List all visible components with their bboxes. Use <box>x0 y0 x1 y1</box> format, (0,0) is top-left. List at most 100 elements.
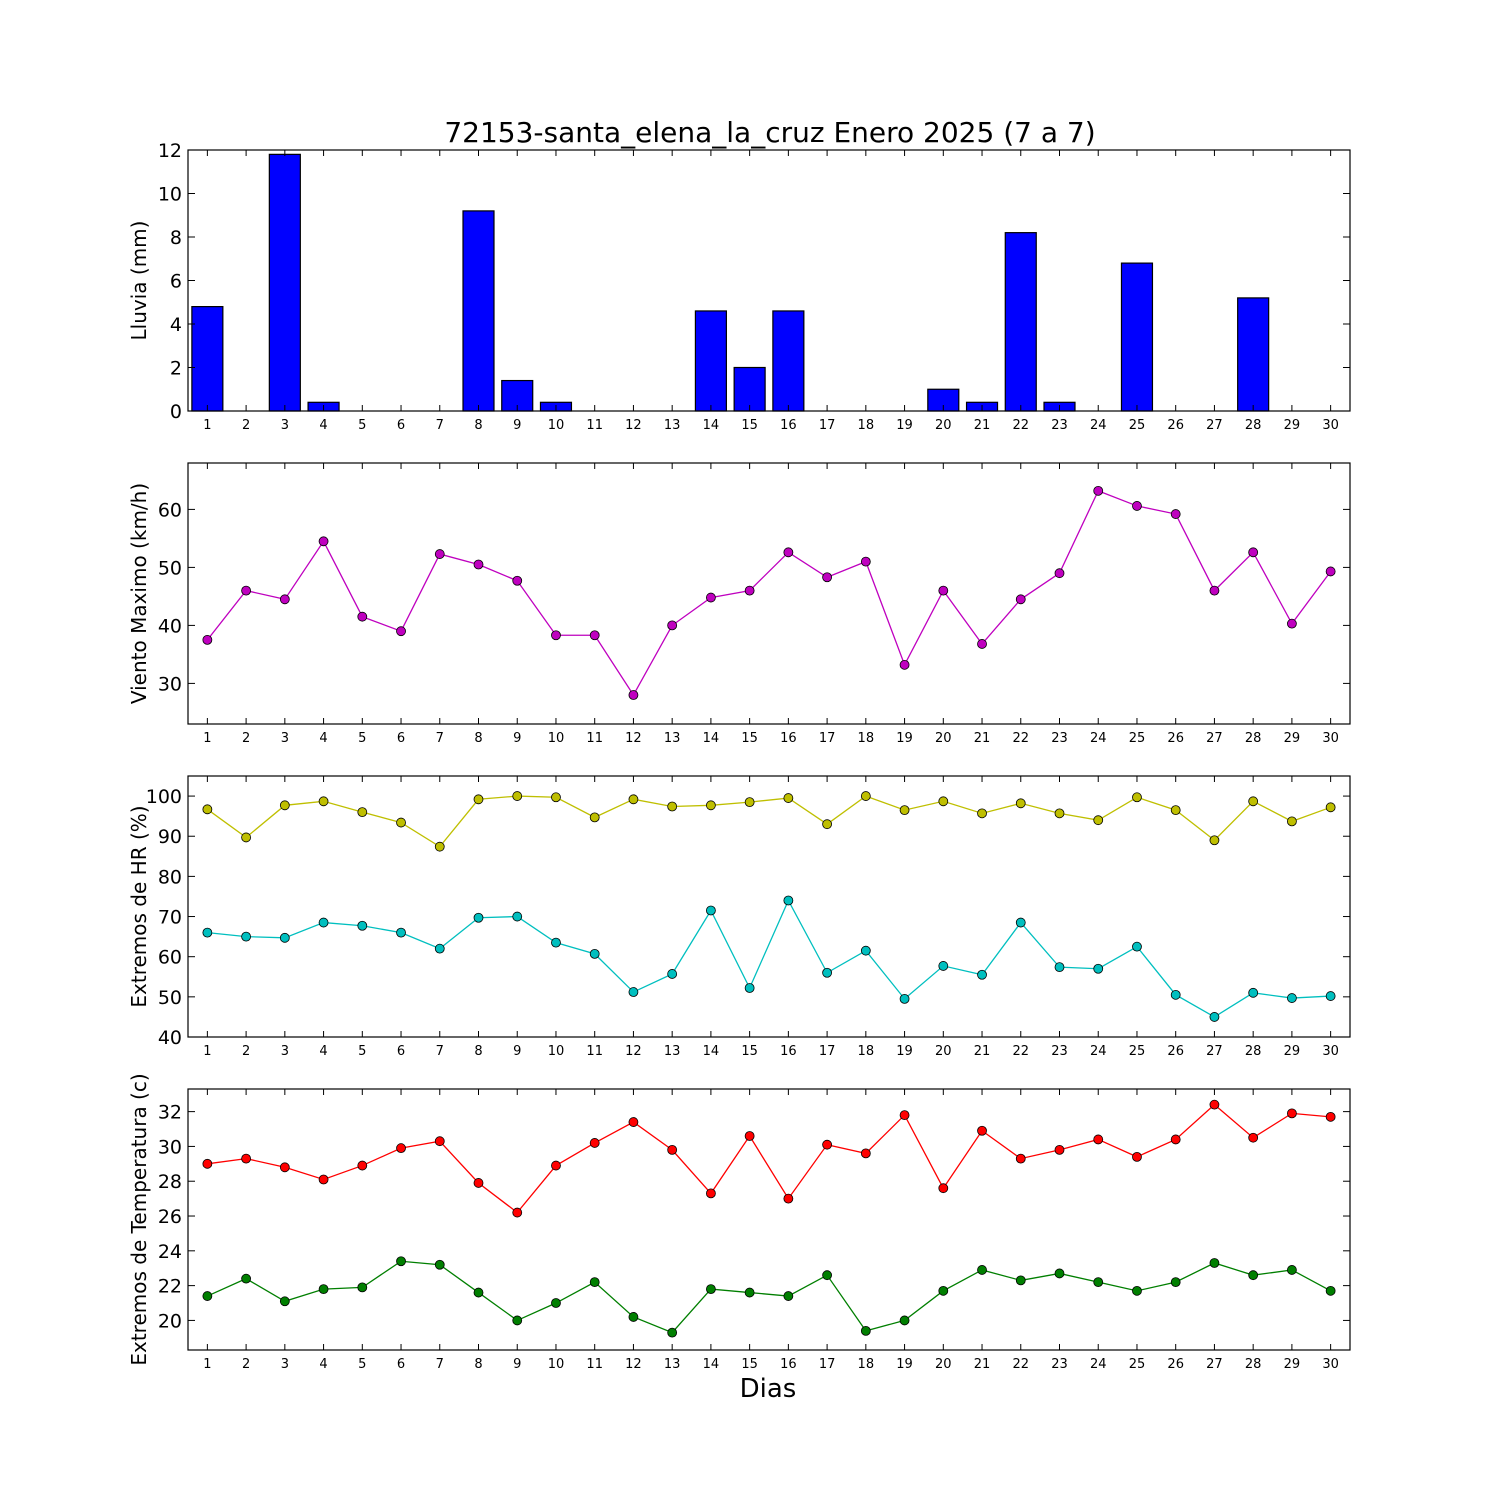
x-tick-label: 26 <box>1167 1044 1184 1059</box>
point-s1-day-25 <box>1132 1151 1142 1162</box>
x-tick-label: 6 <box>397 418 405 433</box>
x-tick-label: 6 <box>397 731 405 746</box>
x-tick-label: 15 <box>741 731 758 746</box>
x-tick-label: 2 <box>242 1044 250 1059</box>
point-s1-day-10 <box>551 630 561 641</box>
point-s2-day-16 <box>783 895 794 906</box>
x-tick-label: 7 <box>436 1044 444 1059</box>
x-tick-label: 18 <box>858 731 875 746</box>
point-s2-day-2 <box>241 1273 252 1284</box>
x-tick-label: 2 <box>242 731 250 746</box>
x-tick-label: 7 <box>436 418 444 433</box>
point-s1-day-23 <box>1054 1145 1065 1155</box>
x-tick-label: 15 <box>741 418 758 433</box>
x-tick-label: 10 <box>548 1357 565 1372</box>
x-tick-label: 27 <box>1206 1357 1223 1372</box>
x-tick-label: 8 <box>474 1357 482 1372</box>
x-tick-label: 17 <box>819 1357 836 1372</box>
point-s2-day-30 <box>1325 991 1336 1001</box>
x-tick-label: 6 <box>397 1357 405 1372</box>
point-s1-day-30 <box>1325 802 1336 813</box>
point-s2-day-14 <box>706 905 716 916</box>
x-tick-label: 23 <box>1051 731 1068 746</box>
point-s1-day-25 <box>1132 792 1142 803</box>
x-tick-label: 1 <box>203 1044 211 1059</box>
x-tick-label: 26 <box>1167 1357 1184 1372</box>
y-tick-label: 0 <box>170 401 182 423</box>
point-s1-day-25 <box>1132 501 1142 511</box>
series-line-1 <box>206 490 1332 697</box>
point-s1-day-9 <box>512 575 523 586</box>
point-s1-day-16 <box>783 1193 794 1204</box>
x-tick-label: 11 <box>586 418 603 433</box>
x-tick-label: 14 <box>703 418 720 433</box>
point-s1-day-27 <box>1209 835 1220 846</box>
x-tick-label: 2 <box>242 418 250 433</box>
x-tick-label: 22 <box>1012 731 1029 746</box>
x-tick-label: 30 <box>1322 418 1339 433</box>
point-s1-day-2 <box>241 832 252 843</box>
x-tick-label: 8 <box>474 731 482 746</box>
point-s2-day-5 <box>357 920 368 931</box>
point-s1-day-4 <box>318 536 329 547</box>
point-s1-day-9 <box>512 791 523 801</box>
point-s1-day-19 <box>899 1110 910 1120</box>
point-s2-day-19 <box>899 1315 910 1326</box>
point-s2-day-4 <box>318 917 329 928</box>
x-tick-label: 23 <box>1051 1357 1068 1372</box>
y-tick-label: 50 <box>158 557 182 579</box>
chart-title: 72153-santa_elena_la_cruz Enero 2025 (7 … <box>444 116 1095 149</box>
x-tick-label: 28 <box>1245 731 1262 746</box>
point-s1-day-17 <box>822 572 832 583</box>
bar-day-1 <box>191 306 224 412</box>
point-s1-day-5 <box>357 807 368 818</box>
x-tick-label: 5 <box>358 1357 366 1372</box>
series-line-1 <box>206 795 1331 848</box>
x-tick-label: 14 <box>703 1357 720 1372</box>
series-line-2 <box>207 1260 1331 1334</box>
point-s2-day-22 <box>1015 917 1026 928</box>
point-s1-day-27 <box>1209 1099 1220 1110</box>
x-tick-label: 12 <box>625 1357 642 1372</box>
point-s2-day-29 <box>1287 1265 1297 1275</box>
point-s1-day-21 <box>977 639 987 649</box>
y-tick-label: 2 <box>170 358 182 380</box>
y-tick-label: 4 <box>170 314 182 336</box>
x-tick-label: 25 <box>1129 418 1146 433</box>
point-s1-day-29 <box>1287 816 1297 827</box>
x-tick-label: 27 <box>1206 418 1223 433</box>
point-s2-day-1 <box>202 927 213 938</box>
point-s1-day-22 <box>1015 594 1026 605</box>
x-tick-label: 18 <box>858 1357 875 1372</box>
axes-frame <box>187 462 1351 725</box>
y-tick-label: 32 <box>158 1102 182 1124</box>
x-tick-label: 17 <box>819 1044 836 1059</box>
x-tick-label: 11 <box>586 1357 603 1372</box>
point-s1-day-20 <box>938 585 949 596</box>
x-axis-label: Dias <box>740 1374 797 1404</box>
point-s1-day-28 <box>1248 796 1259 807</box>
point-s1-day-16 <box>783 793 794 803</box>
x-tick-label: 4 <box>319 731 327 746</box>
x-tick-label: 21 <box>974 731 991 746</box>
y-tick-label: 20 <box>158 1310 182 1332</box>
y-tick-label: 10 <box>158 184 182 206</box>
x-tick-label: 22 <box>1012 1044 1029 1059</box>
point-s2-day-29 <box>1287 993 1297 1003</box>
point-s2-day-18 <box>860 1325 871 1336</box>
point-s2-day-23 <box>1054 962 1065 973</box>
x-tick-label: 29 <box>1284 1357 1301 1372</box>
point-s2-day-16 <box>783 1291 794 1301</box>
point-s2-day-3 <box>279 1296 290 1307</box>
point-s1-day-23 <box>1054 808 1065 819</box>
point-s1-day-24 <box>1093 1134 1104 1145</box>
point-s1-day-8 <box>473 794 484 805</box>
y-tick-label: 80 <box>158 866 182 888</box>
x-tick-label: 30 <box>1322 731 1339 746</box>
x-tick-label: 9 <box>513 1357 521 1372</box>
point-s2-day-17 <box>822 1270 832 1281</box>
y-tick-label: 22 <box>158 1276 182 1298</box>
point-s1-day-7 <box>434 1136 445 1147</box>
